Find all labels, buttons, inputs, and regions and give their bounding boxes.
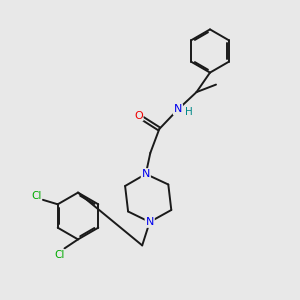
Text: N: N — [142, 169, 150, 179]
Text: N: N — [174, 104, 182, 115]
Text: Cl: Cl — [31, 191, 41, 201]
Text: H: H — [185, 107, 193, 118]
Text: O: O — [134, 110, 143, 121]
Text: Cl: Cl — [54, 250, 64, 260]
Text: N: N — [146, 217, 154, 227]
